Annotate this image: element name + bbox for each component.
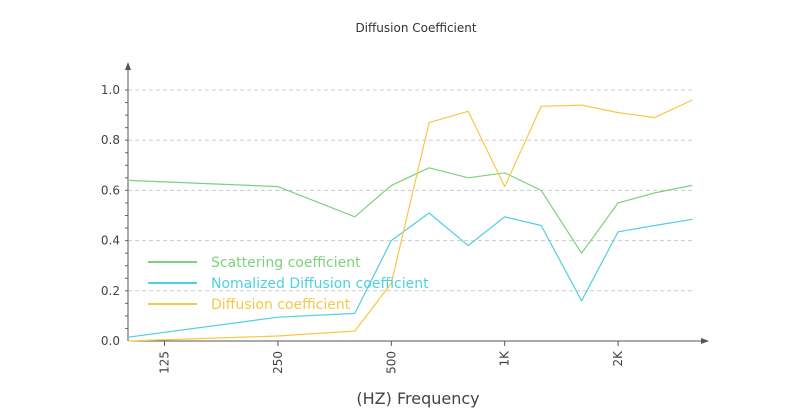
y-tick-label: 0.4 xyxy=(101,234,120,248)
chart-title: Diffusion Coefficient xyxy=(355,21,476,35)
y-tick-label: 0.8 xyxy=(101,133,120,147)
y-tick-label: 0.6 xyxy=(101,183,120,197)
x-tick-label: 1K xyxy=(498,350,512,367)
x-tick-label: 125 xyxy=(158,351,172,374)
x-tick-label: 2K xyxy=(611,350,625,367)
y-tick-label: 1.0 xyxy=(101,83,120,97)
legend-label: Nomalized Diffusion coefficient xyxy=(211,276,429,292)
series-line-1 xyxy=(127,167,693,254)
grid xyxy=(128,89,695,292)
axes xyxy=(125,62,709,346)
series-lines xyxy=(127,99,693,342)
series-line-3 xyxy=(127,99,693,342)
y-tick-label: 0.0 xyxy=(101,334,120,348)
x-tick-label: 250 xyxy=(271,351,285,374)
legend-label: Scattering coefficient xyxy=(211,255,361,271)
x-tick-label: 500 xyxy=(384,351,398,374)
x-tick-labels: 125 250 500 1K 2K xyxy=(158,350,626,374)
x-axis-arrow xyxy=(701,338,709,344)
series-line-2 xyxy=(127,212,693,338)
y-tick-label: 0.2 xyxy=(101,284,120,298)
y-axis-arrow xyxy=(125,62,131,70)
legend: Scattering coefficient Nomalized Diffusio… xyxy=(148,255,429,313)
x-axis-label: (HZ) Frequency xyxy=(356,389,479,408)
y-tick-labels: 0.0 0.2 0.4 0.6 0.8 1.0 xyxy=(101,83,120,348)
legend-label: Diffusion coefficient xyxy=(211,297,351,313)
